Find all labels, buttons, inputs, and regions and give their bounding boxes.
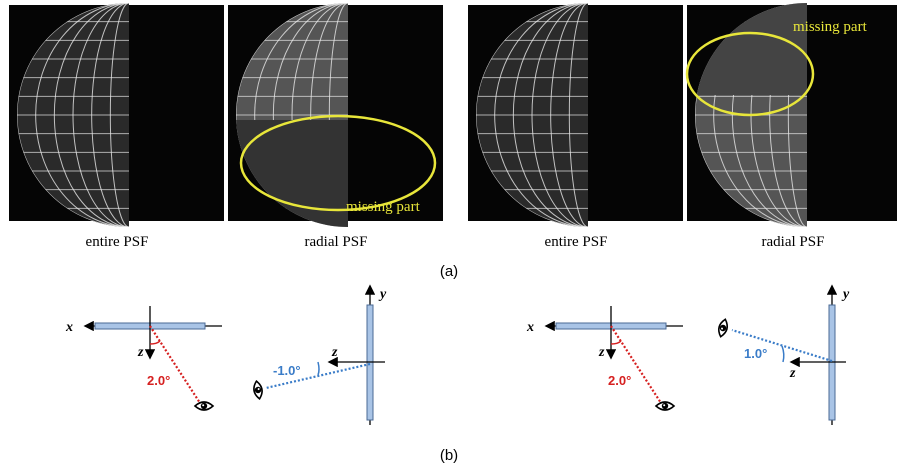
diagram: x z 2.0° [65, 306, 222, 410]
caption: radial PSF [762, 234, 825, 250]
angle-label: 2.0° [147, 373, 170, 388]
caption: entire PSF [545, 234, 608, 250]
angle-label: -1.0° [273, 363, 301, 378]
annotation: missing part [346, 199, 421, 215]
panel-label: (b) [440, 447, 458, 464]
axis-label: z [598, 345, 605, 360]
axis-label: x [526, 320, 534, 335]
axis-label: y [841, 287, 850, 302]
axis-label: z [789, 366, 796, 381]
psf-image [228, 3, 460, 232]
diagram: x z 2.0° [526, 306, 683, 410]
psf-image [468, 3, 700, 227]
psf-images [9, 3, 898, 232]
caption: radial PSF [305, 234, 368, 250]
annotation: missing part [793, 19, 868, 35]
diagram: y z 1.0° [717, 287, 850, 425]
figure: missing part missing part entire PSF rad… [0, 0, 898, 468]
axis-label: z [137, 345, 144, 360]
axis-label: y [378, 287, 387, 302]
diagram: y z -1.0° [252, 287, 387, 425]
psf-image [9, 3, 241, 227]
psf-image [687, 3, 898, 227]
angle-label: 2.0° [608, 373, 631, 388]
angle-label: 1.0° [744, 346, 767, 361]
axis-label: x [65, 320, 73, 335]
caption: entire PSF [86, 234, 149, 250]
axis-label: z [331, 345, 338, 360]
panel-label: (a) [440, 263, 458, 280]
